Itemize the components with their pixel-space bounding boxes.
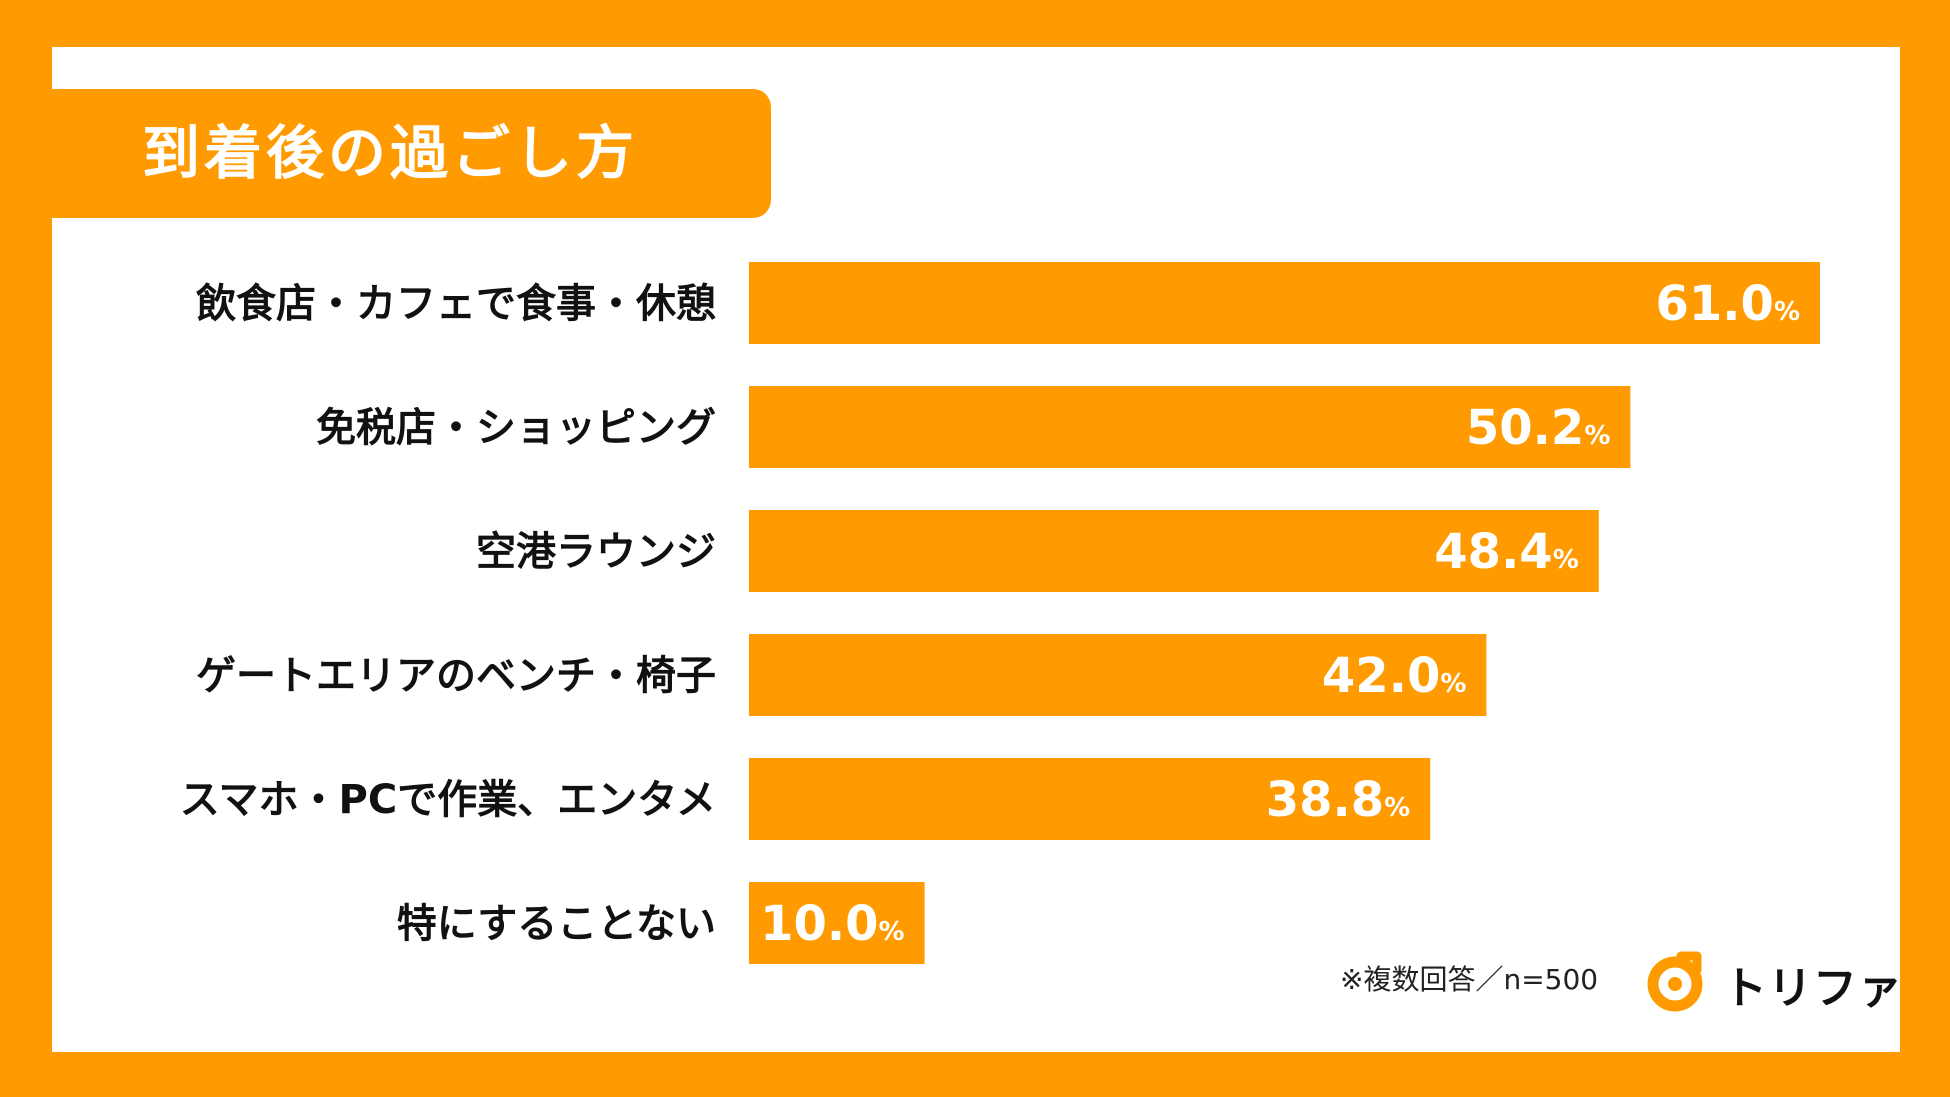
value-label: 48.4% [1434, 524, 1579, 580]
page-title: 到着後の過ごし方 [142, 119, 639, 187]
category-label: 空港ラウンジ [476, 529, 716, 575]
category-label: 飲食店・カフェで食事・休憩 [196, 281, 716, 327]
title-tab [52, 89, 771, 218]
bar [749, 386, 1631, 468]
value-label: 10.0% [760, 896, 905, 952]
value-label: 61.0% [1656, 276, 1801, 332]
bar [749, 634, 1487, 716]
value-label: 42.0% [1322, 648, 1467, 704]
bar [749, 510, 1599, 592]
value-label: 38.8% [1266, 772, 1411, 828]
bar [749, 262, 1820, 344]
trifa-logo: トリファ [1645, 950, 1902, 1014]
logo-text: トリファ [1723, 963, 1903, 1014]
footnote: ※複数回答／n=500 [1340, 963, 1599, 996]
bar [749, 758, 1431, 840]
category-label: スマホ・PCで作業、エンタメ [180, 777, 716, 823]
bar [749, 882, 925, 964]
category-label: 特にすることない [397, 901, 716, 947]
category-label: 免税店・ショッピング [316, 405, 716, 451]
logo-mark-icon [1647, 951, 1703, 1012]
value-label: 50.2% [1466, 400, 1611, 456]
category-label: ゲートエリアのベンチ・椅子 [196, 653, 716, 699]
